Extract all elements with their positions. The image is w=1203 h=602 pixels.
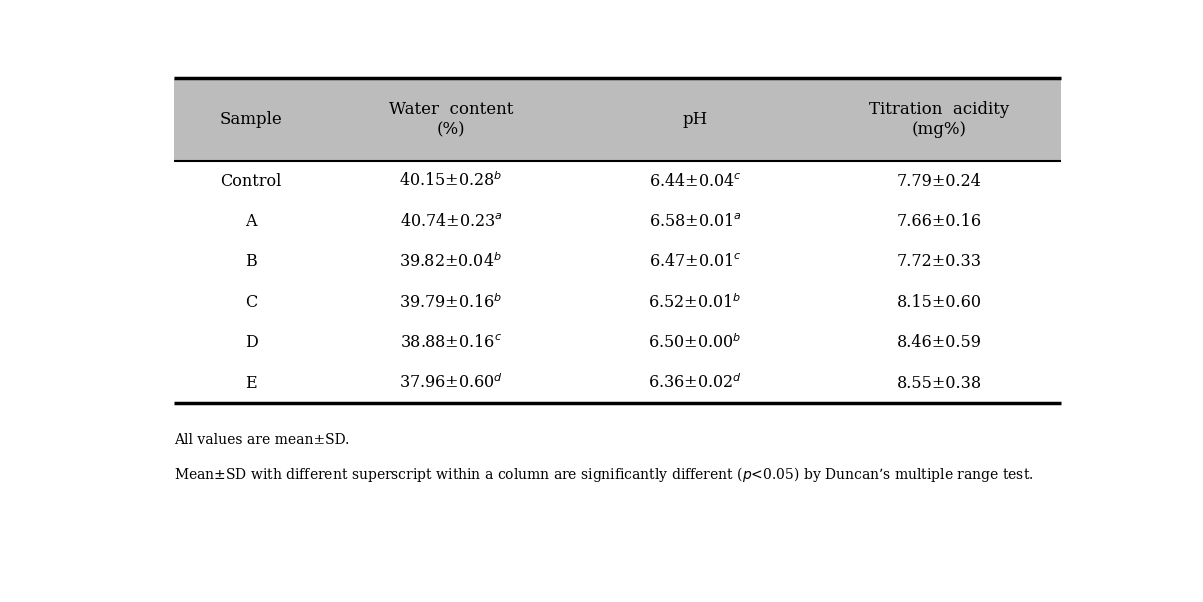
Text: Titration  acidity
(mg%): Titration acidity (mg%) [869, 101, 1009, 138]
Text: Mean$\pm$SD with different superscript within a column are significantly differe: Mean$\pm$SD with different superscript w… [173, 465, 1033, 484]
Text: Water  content
(%): Water content (%) [389, 101, 514, 138]
Text: 6.52±0.01$^{\mathit{b}}$: 6.52±0.01$^{\mathit{b}}$ [648, 293, 741, 312]
Text: 6.58±0.01$^{\mathit{a}}$: 6.58±0.01$^{\mathit{a}}$ [648, 213, 741, 230]
Text: Control: Control [220, 173, 282, 190]
Text: All values are mean±SD.: All values are mean±SD. [173, 433, 349, 447]
Text: 39.82±0.04$^{\mathit{b}}$: 39.82±0.04$^{\mathit{b}}$ [399, 252, 503, 272]
Text: 7.66±0.16: 7.66±0.16 [896, 213, 982, 230]
Text: C: C [245, 294, 257, 311]
Text: D: D [245, 334, 257, 351]
Text: 6.50±0.00$^{\mathit{b}}$: 6.50±0.00$^{\mathit{b}}$ [648, 334, 741, 352]
Text: A: A [245, 213, 257, 230]
Text: 6.47±0.01$^{\mathit{c}}$: 6.47±0.01$^{\mathit{c}}$ [648, 253, 741, 270]
Text: 39.79±0.16$^{\mathit{b}}$: 39.79±0.16$^{\mathit{b}}$ [399, 293, 503, 312]
Text: 38.88±0.16$^{\mathit{c}}$: 38.88±0.16$^{\mathit{c}}$ [399, 334, 502, 351]
Text: 6.44±0.04$^{\mathit{c}}$: 6.44±0.04$^{\mathit{c}}$ [648, 173, 741, 190]
Text: 8.55±0.38: 8.55±0.38 [896, 374, 982, 392]
Text: E: E [245, 374, 257, 392]
Text: 8.46±0.59: 8.46±0.59 [896, 334, 982, 351]
Text: 40.74±0.23$^{\mathit{a}}$: 40.74±0.23$^{\mathit{a}}$ [399, 213, 503, 230]
Text: Sample: Sample [220, 111, 283, 128]
Text: 8.15±0.60: 8.15±0.60 [896, 294, 982, 311]
Text: 7.72±0.33: 7.72±0.33 [896, 253, 982, 270]
Text: 37.96±0.60$^{\mathit{d}}$: 37.96±0.60$^{\mathit{d}}$ [399, 374, 503, 393]
Text: pH: pH [682, 111, 707, 128]
Bar [173, 78, 1061, 161]
Text: 7.79±0.24: 7.79±0.24 [896, 173, 982, 190]
Text: B: B [245, 253, 257, 270]
Text: 6.36±0.02$^{\mathit{d}}$: 6.36±0.02$^{\mathit{d}}$ [648, 374, 742, 393]
Text: 40.15±0.28$^{\mathit{b}}$: 40.15±0.28$^{\mathit{b}}$ [399, 172, 503, 190]
